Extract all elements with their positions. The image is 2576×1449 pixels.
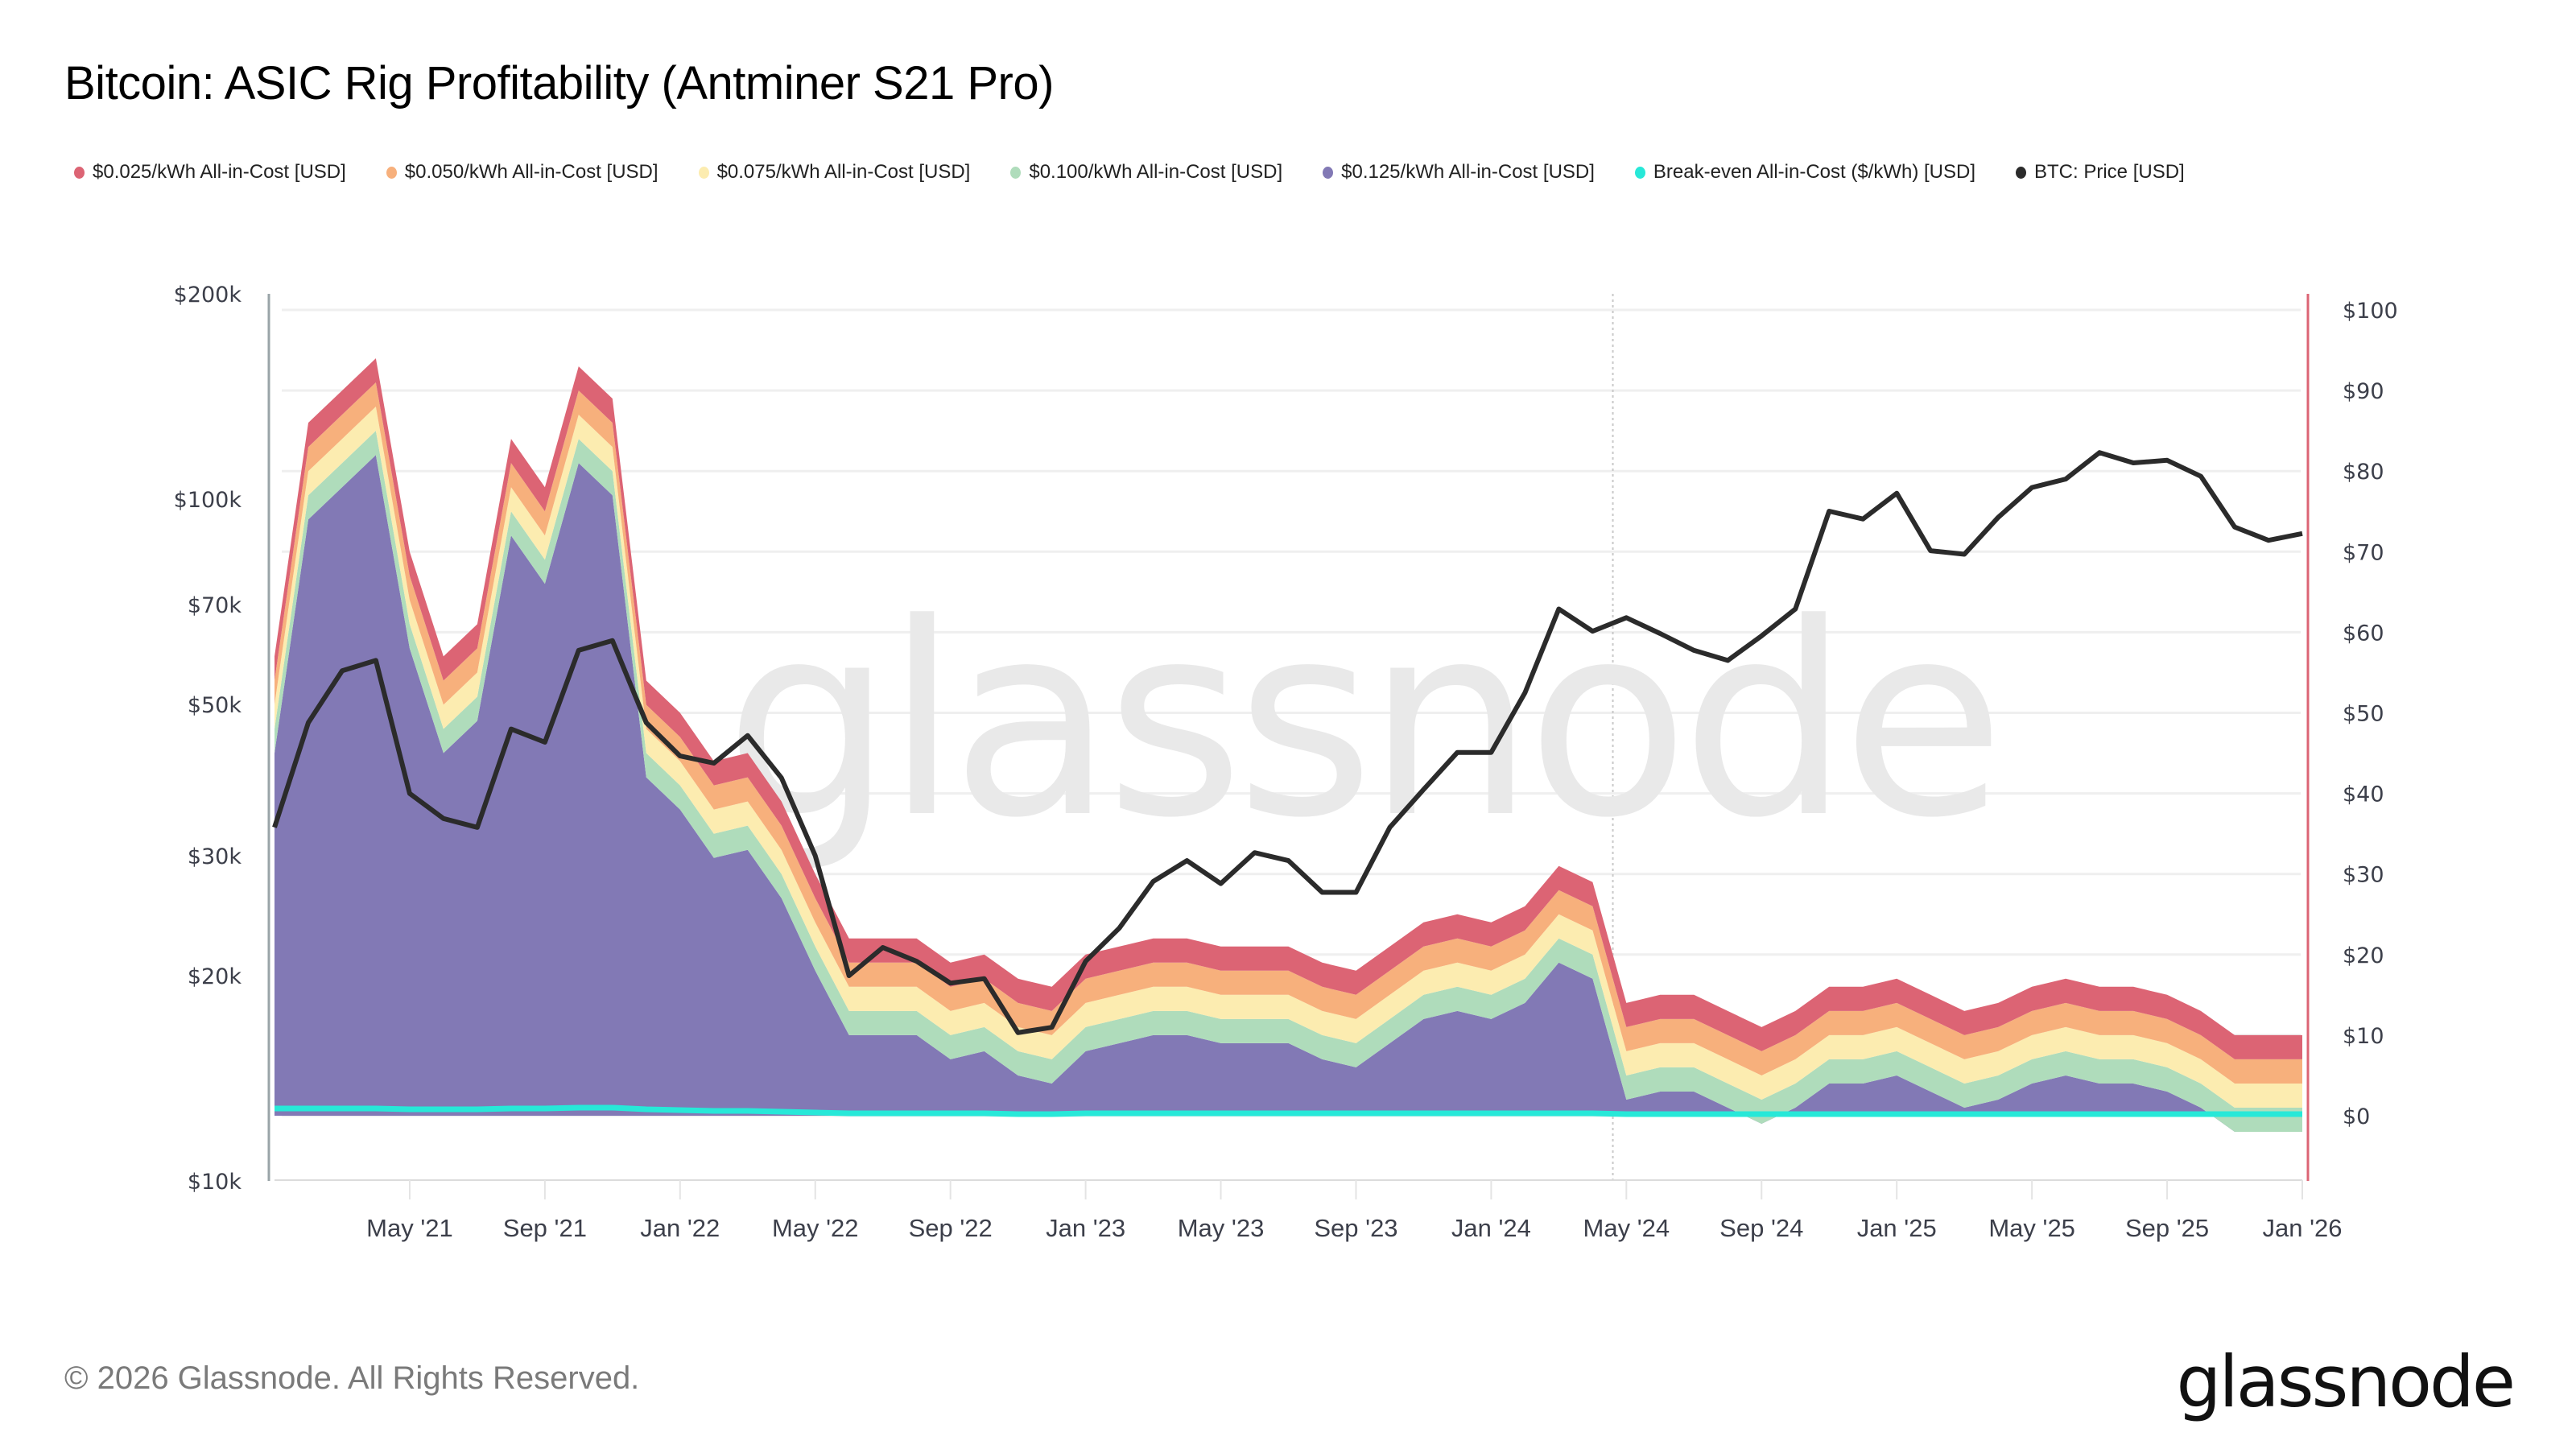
legend-item-btc-price[interactable]: BTC: Price [USD] [2016, 161, 2185, 184]
x-tick-label: Sep '25 [2125, 1214, 2209, 1242]
x-tick-label: May '22 [772, 1214, 859, 1242]
left-tick-label: $30k [188, 844, 242, 869]
legend-label: $0.100/kWh All-in-Cost [USD] [1029, 161, 1283, 183]
glassnode-logo[interactable]: glassnode [2176, 1340, 2516, 1423]
left-tick-label: $100k [174, 488, 242, 513]
right-tick-label: $40 [2343, 782, 2384, 807]
legend: $0.025/kWh All-in-Cost [USD] $0.050/kWh … [74, 161, 2225, 184]
right-axis-ticks: $100 $90 $80 $70 $60 $50 $40 $30 $20 $10 $0 [2343, 299, 2398, 1129]
legend-dot-icon [1323, 166, 1334, 179]
right-tick-label: $0 [2343, 1104, 2370, 1129]
x-tick-label: Sep '23 [1314, 1214, 1397, 1242]
x-tick-label: Jan '22 [640, 1214, 720, 1242]
x-tick-label: Jan '23 [1046, 1214, 1125, 1242]
legend-label: $0.050/kWh All-in-Cost [USD] [404, 161, 658, 183]
area-0025 [275, 358, 2302, 1059]
legend-item-0100[interactable]: $0.100/kWh All-in-Cost [USD] [1010, 161, 1282, 184]
left-tick-label: $200k [174, 283, 242, 308]
legend-item-0025[interactable]: $0.025/kWh All-in-Cost [USD] [74, 161, 346, 184]
legend-label: $0.025/kWh All-in-Cost [USD] [93, 161, 346, 183]
copyright-text: © 2026 Glassnode. All Rights Reserved. [64, 1360, 640, 1396]
x-tick-label: Sep '22 [909, 1214, 993, 1242]
legend-dot-icon [1634, 166, 1645, 179]
legend-dot-icon [74, 166, 85, 179]
x-tick-label: Jan '25 [1857, 1214, 1937, 1242]
x-tick-label: May '24 [1583, 1214, 1670, 1242]
legend-item-0050[interactable]: $0.050/kWh All-in-Cost [USD] [386, 161, 658, 184]
right-tick-label: $70 [2343, 540, 2384, 565]
area-0050 [275, 382, 2302, 1084]
legend-dot-icon [2016, 166, 2027, 179]
right-tick-label: $90 [2343, 379, 2384, 404]
area-0075 [275, 407, 2302, 1108]
legend-dot-icon [698, 166, 709, 179]
area-0125 [275, 455, 2302, 1132]
x-tick-label: May '25 [1988, 1214, 2075, 1242]
watermark: glassnode [724, 567, 1997, 876]
x-tick-label: Sep '24 [1719, 1214, 1803, 1242]
right-tick-label: $100 [2343, 299, 2398, 324]
legend-label: $0.125/kWh All-in-Cost [USD] [1341, 161, 1595, 183]
left-tick-label: $10k [188, 1170, 242, 1195]
series-lines [272, 450, 2303, 1117]
legend-label: BTC: Price [USD] [2034, 161, 2185, 183]
axes [267, 294, 2310, 1181]
left-tick-label: $70k [188, 593, 242, 618]
legend-item-breakeven[interactable]: Break-even All-in-Cost ($/kWh) [USD] [1634, 161, 1976, 184]
legend-label: $0.075/kWh All-in-Cost [USD] [716, 161, 971, 183]
left-tick-label: $50k [188, 693, 242, 718]
x-axis-ticks: May '21 Sep '21 Jan '22 May '22 Sep '22 Jan '… [366, 1180, 2343, 1242]
x-tick-label: Sep '21 [503, 1214, 587, 1242]
left-axis-ticks: $200k $100k $70k $50k $30k $20k $10k [174, 283, 242, 1195]
x-tick-label: May '23 [1178, 1214, 1265, 1242]
legend-item-0125[interactable]: $0.125/kWh All-in-Cost [USD] [1323, 161, 1595, 184]
right-tick-label: $30 [2343, 863, 2384, 888]
area-0100 [275, 431, 2302, 1132]
x-tick-label: Jan '24 [1451, 1214, 1531, 1242]
legend-label: Break-even All-in-Cost ($/kWh) [USD] [1653, 161, 1976, 183]
x-tick-label: May '21 [366, 1214, 453, 1242]
right-tick-label: $60 [2343, 621, 2384, 646]
right-tick-label: $80 [2343, 460, 2384, 485]
legend-item-0075[interactable]: $0.075/kWh All-in-Cost [USD] [698, 161, 971, 184]
breakeven-line [275, 1104, 2302, 1117]
right-tick-label: $20 [2343, 943, 2384, 968]
legend-dot-icon [386, 166, 397, 179]
x-tick-label: Jan '26 [2263, 1214, 2343, 1242]
stacked-areas [275, 358, 2302, 1132]
right-tick-label: $10 [2343, 1024, 2384, 1049]
right-tick-label: $50 [2343, 702, 2384, 727]
chart-title: Bitcoin: ASIC Rig Profitability (Antmine… [64, 57, 1054, 109]
legend-dot-icon [1010, 166, 1022, 179]
left-tick-label: $20k [188, 964, 242, 989]
